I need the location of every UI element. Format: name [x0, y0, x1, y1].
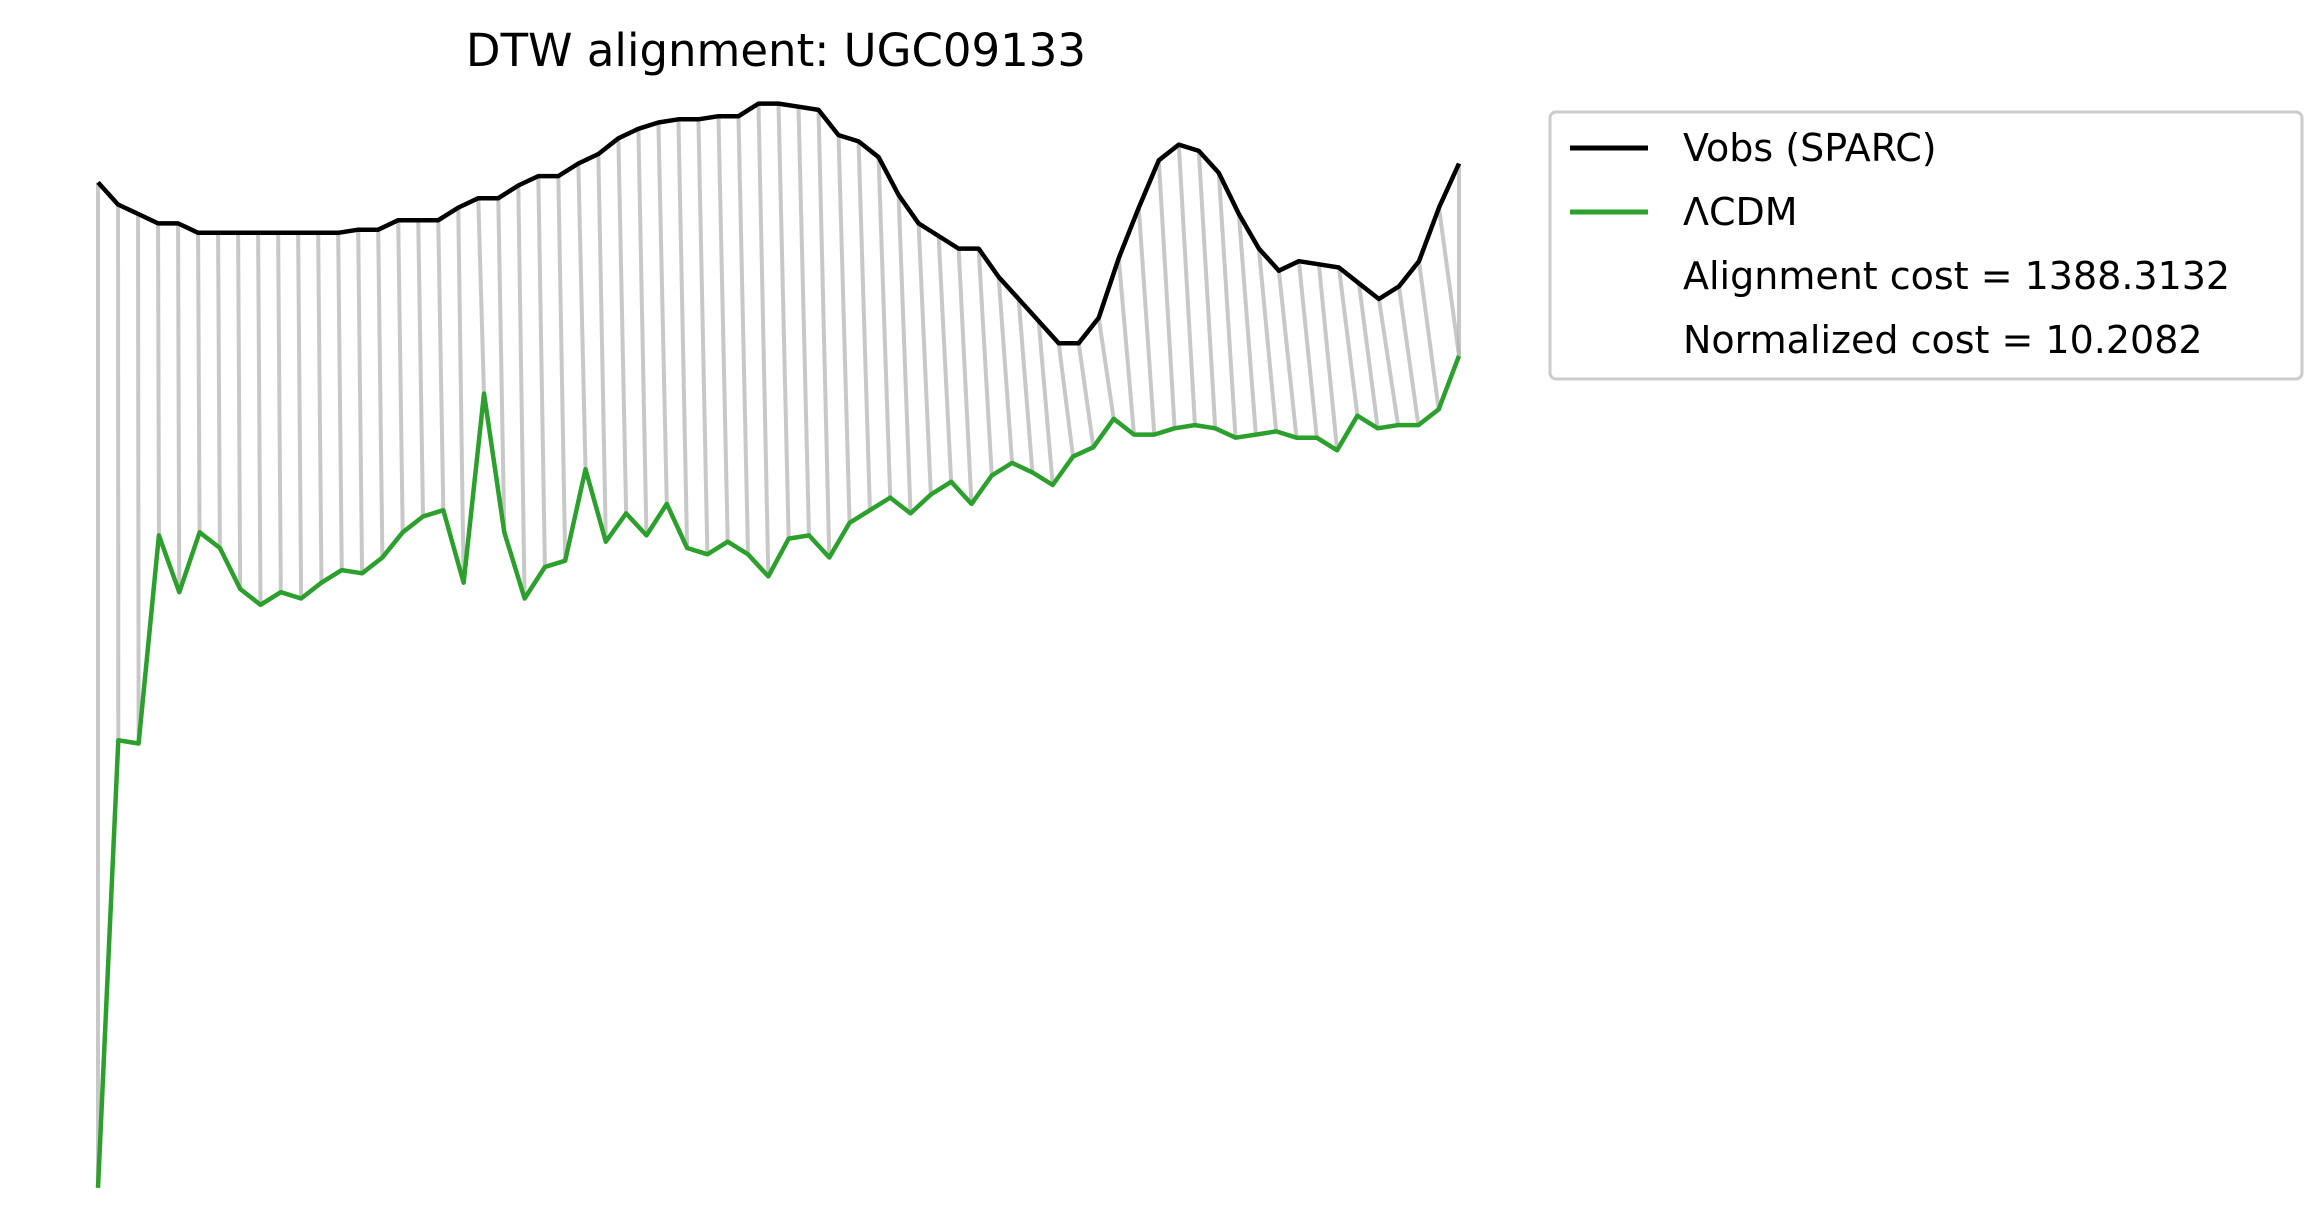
alignment-line	[636, 128, 649, 536]
alignment-line	[1437, 207, 1461, 357]
alignment-line	[1396, 286, 1421, 426]
alignment-line	[1236, 213, 1258, 435]
alignment-line	[596, 153, 608, 542]
alignment-line	[1176, 144, 1197, 426]
alignment-line	[536, 176, 547, 567]
alignment-line	[496, 198, 507, 533]
alignment-line	[996, 276, 1015, 464]
alignment-line	[736, 116, 751, 555]
alignment-line	[676, 119, 690, 549]
alignment-line	[856, 141, 872, 511]
alignment-line	[816, 109, 832, 558]
alignment-line	[216, 232, 222, 549]
alignment-line	[1136, 207, 1157, 435]
legend-label-lcdm: ΛCDM	[1683, 190, 1798, 234]
alignment-line	[1316, 264, 1340, 451]
alignment-line	[756, 103, 771, 577]
alignment-line	[376, 229, 385, 558]
chart-title: DTW alignment: UGC09133	[466, 24, 1086, 77]
alignment-line	[1036, 320, 1055, 486]
alignment-line	[876, 157, 893, 498]
series-line-vobs	[96, 101, 1462, 346]
alignment-line	[796, 106, 811, 536]
alignment-line	[936, 235, 954, 482]
alignment-line	[1356, 283, 1380, 429]
alignment-line	[1076, 342, 1096, 448]
alignment-line	[476, 198, 486, 394]
alignment-line	[1096, 317, 1116, 420]
alignment-line	[1216, 172, 1238, 438]
alignment-line	[1196, 150, 1218, 429]
alignment-line	[656, 122, 669, 504]
alignment-line	[1056, 342, 1076, 457]
alignment-line	[176, 223, 182, 593]
alignment-line	[976, 248, 994, 476]
legend-normalized-cost: Normalized cost = 10.2082	[1683, 318, 2203, 362]
alignment-line	[1376, 298, 1401, 426]
alignment-line	[236, 232, 243, 590]
alignment-line	[576, 163, 588, 470]
legend: Vobs (SPARC) ΛCDM Alignment cost = 1388.…	[1548, 110, 2304, 381]
alignment-line	[1416, 260, 1441, 410]
alignment-line	[776, 103, 791, 539]
alignment-line	[416, 220, 426, 517]
alignment-line	[136, 213, 141, 744]
alignment-line	[276, 232, 283, 593]
alignment-line	[1116, 257, 1136, 435]
alignment-line	[1296, 260, 1319, 438]
alignment-line	[916, 223, 933, 495]
alignment-line	[456, 207, 466, 583]
alignment-line	[1156, 160, 1177, 429]
alignment-line	[836, 135, 852, 523]
alignment-line	[696, 119, 710, 555]
alignment-line	[316, 232, 324, 583]
legend-alignment-cost: Alignment cost = 1388.3132	[1683, 254, 2230, 298]
alignment-line	[196, 232, 202, 533]
alignment-line	[616, 138, 629, 514]
legend-label-vobs: Vobs (SPARC)	[1683, 126, 1937, 170]
alignment-line	[296, 232, 304, 599]
alignment-line	[436, 220, 446, 511]
alignment-line	[356, 229, 365, 574]
alignment-line	[556, 176, 568, 561]
series-line-lcdm	[95, 355, 1462, 1189]
alignment-line	[516, 185, 527, 599]
alignment-lines	[96, 103, 1461, 1188]
alignment-line	[1256, 248, 1279, 432]
series-lines	[95, 101, 1462, 1189]
alignment-line	[1016, 298, 1035, 473]
legend-frame	[1548, 110, 2304, 381]
alignment-line	[716, 116, 730, 542]
alignment-line	[156, 223, 161, 536]
alignment-line	[396, 220, 405, 533]
alignment-line	[1336, 267, 1360, 416]
alignment-line	[956, 248, 974, 505]
alignment-line	[336, 232, 344, 571]
alignment-line	[1276, 270, 1299, 438]
alignment-line	[896, 194, 913, 514]
alignment-line	[256, 232, 263, 605]
